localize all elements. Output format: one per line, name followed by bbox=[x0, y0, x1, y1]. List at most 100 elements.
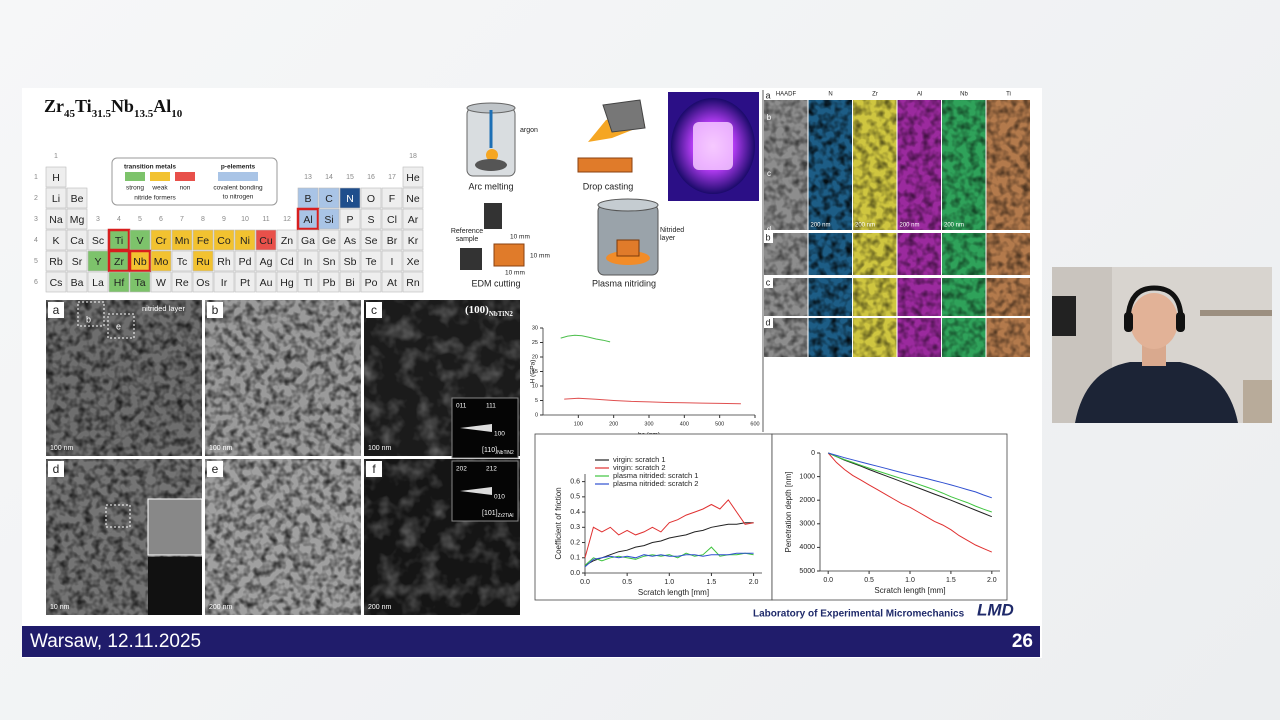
group-label: 16 bbox=[367, 174, 375, 181]
element-symbol: Ru bbox=[196, 256, 210, 268]
inset-label: e bbox=[116, 321, 121, 331]
process-label: EDM cutting bbox=[471, 278, 520, 288]
x-tick-label: 1.0 bbox=[664, 579, 674, 586]
scale-label: 100 nm bbox=[209, 445, 233, 452]
element-symbol: Zr bbox=[114, 256, 124, 268]
element-cell bbox=[66, 229, 88, 251]
map-letter-box bbox=[764, 90, 773, 100]
element-cell bbox=[171, 229, 193, 251]
element-cell bbox=[234, 229, 256, 251]
scale-label: 100 nm bbox=[368, 445, 392, 452]
x-tick-label: 0.0 bbox=[580, 579, 590, 586]
element-cell bbox=[66, 208, 88, 230]
map-row-label: b bbox=[765, 232, 770, 242]
chart-frame bbox=[771, 433, 1008, 601]
y-tick-label: 0.0 bbox=[570, 570, 580, 577]
data-line bbox=[827, 452, 992, 553]
element-symbol: Sc bbox=[92, 235, 104, 247]
element-symbol: B bbox=[304, 193, 311, 205]
group-label: 7 bbox=[180, 216, 184, 223]
element-symbol: Rn bbox=[406, 277, 420, 289]
element-symbol: K bbox=[52, 235, 59, 247]
element-cell bbox=[213, 271, 235, 293]
element-cell bbox=[45, 271, 67, 293]
panel-letter: f bbox=[372, 462, 376, 476]
legend-label: plasma nitrided: scratch 1 bbox=[613, 471, 698, 480]
element-symbol: Os bbox=[196, 277, 209, 289]
x-tick-label: 0.0 bbox=[823, 577, 833, 584]
data-line bbox=[828, 452, 992, 518]
period-label: 3 bbox=[34, 216, 38, 223]
y-tick-label: 5000 bbox=[799, 568, 815, 575]
panel-letter: c bbox=[371, 303, 377, 317]
element-cell bbox=[297, 271, 319, 293]
element-cell bbox=[402, 187, 424, 209]
formula-element: Zr bbox=[44, 96, 64, 116]
panel-letter-box bbox=[48, 461, 64, 477]
y-tick-label: 0.6 bbox=[570, 478, 580, 485]
element-cell bbox=[45, 208, 67, 230]
element-symbol: Ag bbox=[260, 256, 273, 268]
y-tick-label: 2000 bbox=[799, 497, 815, 504]
element-symbol: P bbox=[346, 214, 353, 226]
data-line bbox=[564, 397, 741, 405]
element-cell bbox=[171, 250, 193, 272]
element-symbol: S bbox=[367, 214, 374, 226]
legend-label: non bbox=[180, 185, 191, 192]
element-cell bbox=[402, 250, 424, 272]
group-label: 4 bbox=[117, 216, 121, 223]
data-line bbox=[828, 452, 992, 513]
element-cell bbox=[192, 271, 214, 293]
legend-swatch bbox=[150, 172, 170, 181]
element-symbol: Sb bbox=[344, 256, 357, 268]
element-symbol: Bi bbox=[345, 277, 354, 289]
group-label: 13 bbox=[304, 174, 312, 181]
title-sub: NbTiN2 bbox=[489, 310, 513, 318]
element-cell bbox=[150, 250, 172, 272]
process-note: argon bbox=[520, 127, 538, 134]
element-symbol: V bbox=[136, 235, 143, 247]
element-symbol: Pd bbox=[239, 256, 252, 268]
map-header: N bbox=[828, 92, 832, 98]
element-symbol: Cs bbox=[50, 277, 63, 289]
element-cell bbox=[360, 229, 382, 251]
panel-letter: d bbox=[53, 462, 60, 476]
map-texture bbox=[897, 318, 941, 357]
element-cell bbox=[297, 229, 319, 251]
scale-label: 200 nm bbox=[368, 604, 392, 611]
element-cell bbox=[45, 187, 67, 209]
element-cell bbox=[45, 166, 67, 188]
formula-subscript: 10 bbox=[171, 108, 183, 120]
element-cell bbox=[381, 250, 403, 272]
map-texture bbox=[853, 278, 897, 316]
fft-inset bbox=[148, 557, 202, 615]
y-tick-label: 0 bbox=[535, 412, 538, 418]
map-texture bbox=[897, 100, 941, 230]
map-texture bbox=[764, 100, 808, 230]
saed-spot-label: 212 bbox=[486, 466, 497, 473]
y-tick-label: 30 bbox=[532, 325, 538, 331]
x-tick-label: 200 bbox=[609, 421, 618, 427]
map-row-label: d bbox=[765, 317, 770, 327]
element-symbol: Co bbox=[217, 235, 231, 247]
panel-letter-box bbox=[366, 302, 382, 318]
element-cell bbox=[360, 250, 382, 272]
element-cell bbox=[318, 271, 340, 293]
element-symbol: Fe bbox=[197, 235, 209, 247]
tem-texture bbox=[205, 459, 361, 615]
element-cell bbox=[45, 250, 67, 272]
group-label: 12 bbox=[283, 216, 291, 223]
element-symbol: Cr bbox=[155, 235, 167, 247]
element-symbol: At bbox=[387, 277, 397, 289]
element-cell bbox=[234, 250, 256, 272]
map-inset-label: d bbox=[767, 225, 771, 234]
element-symbol: Si bbox=[324, 214, 333, 226]
element-cell bbox=[192, 250, 214, 272]
element-cell bbox=[318, 187, 340, 209]
y-tick-label: 25 bbox=[532, 340, 538, 346]
period-label: 4 bbox=[34, 237, 38, 244]
element-symbol: H bbox=[52, 172, 60, 184]
map-letter-box bbox=[764, 233, 773, 243]
y-tick-label: 0 bbox=[811, 450, 815, 457]
data-line bbox=[584, 499, 754, 558]
